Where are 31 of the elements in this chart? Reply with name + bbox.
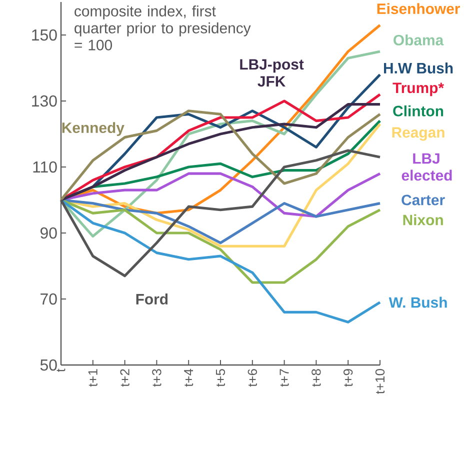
series-label: Obama	[394, 34, 444, 46]
y-tick-label: 130	[32, 95, 57, 107]
series-label: Kennedy	[62, 122, 124, 136]
text: composite index, first quarter prior to presidency = 100	[74, 5, 251, 50]
series-label: Carter	[402, 194, 445, 206]
x-tick-label: t+1	[88, 369, 98, 387]
y-tick-label: 90	[40, 227, 57, 239]
x-tick-label: t+4	[184, 368, 194, 387]
series-label: Reagan	[392, 127, 444, 141]
x-tick-label: t+5	[216, 369, 226, 387]
series-label: H.W Bush	[384, 62, 453, 74]
series-label: Trump*	[392, 82, 444, 96]
series-label: Nixon	[403, 214, 443, 226]
x-tick-label: t+7	[280, 369, 289, 387]
x-tick-label: t	[56, 368, 66, 372]
x-tick-label: t+6	[248, 369, 257, 387]
y-tick-label: 70	[40, 293, 57, 305]
series-label: LBJ elected	[402, 153, 452, 181]
series-label: Clinton	[393, 105, 444, 116]
x-tick-label: t+9	[344, 369, 353, 387]
y-tick-label: 50	[40, 359, 57, 371]
x-tick-label: t+8	[312, 369, 321, 387]
y-tick-label: 150	[32, 29, 57, 41]
x-tick-label: t+3	[152, 369, 162, 387]
x-tick-label: t+10	[375, 369, 385, 394]
y-tick-label: 110	[33, 161, 57, 173]
series-label: Ford	[136, 294, 168, 304]
series-label: W. Bush	[388, 296, 447, 308]
series-label: Eisenhower	[377, 3, 460, 14]
text: LBJ-post JFK	[240, 59, 304, 87]
x-tick-label: t+2	[120, 369, 130, 387]
